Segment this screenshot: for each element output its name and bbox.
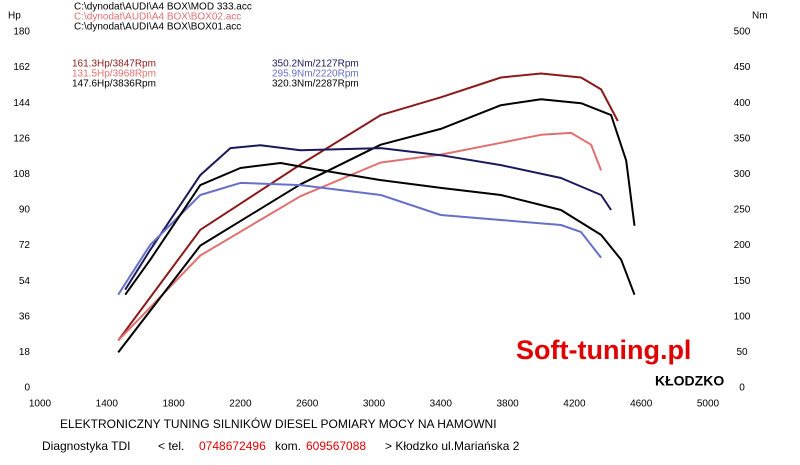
footer-text: kom. [275, 439, 301, 453]
legend-entry: 295.9Nm/2220Rpm [272, 69, 359, 80]
x-tick-label: 4600 [630, 399, 653, 410]
y-tick-label: 72 [19, 240, 31, 251]
legend-entry: 131.5Hp/3968Rpm [72, 69, 156, 80]
y-tick-label: 36 [19, 311, 31, 322]
footer-text: < tel. [158, 439, 184, 453]
y2-tick-label: 150 [734, 276, 751, 287]
data-line [117, 131, 603, 342]
y-tick-label: 162 [13, 62, 30, 73]
y2-tick-label: 400 [734, 98, 751, 109]
brand-city: KŁODZKO [655, 373, 724, 389]
y2-tick-label: 450 [734, 62, 751, 73]
y-tick-label: 0 [24, 383, 30, 394]
x-tick-label: 3400 [430, 399, 453, 410]
data-line [117, 72, 619, 342]
x-tick-label: 2200 [229, 399, 252, 410]
footer-label: Diagnostyka TDI [42, 439, 130, 453]
x-tick-label: 2600 [296, 399, 319, 410]
footer-text: > Kłodzko ul.Mariańska 2 [385, 439, 520, 453]
y-tick-label: 18 [19, 347, 31, 358]
footer-phone: 609567088 [306, 439, 366, 453]
y-tick-label: 180 [13, 27, 30, 38]
y2-tick-label: 250 [734, 205, 751, 216]
footer-line: ELEKTRONICZNY TUNING SILNIKÓW DIESEL POM… [60, 416, 497, 431]
y2-tick-label: 100 [734, 311, 751, 322]
file-path: C:\dynodat\AUDI\A4 BOX\MOD 333.acc [74, 2, 252, 13]
x-tick-label: 3000 [363, 399, 386, 410]
y-tick-label: 108 [13, 169, 30, 180]
y2-tick-label: 500 [734, 27, 751, 38]
y2-tick-label: 0 [739, 383, 745, 394]
y2-tick-label: 350 [734, 133, 751, 144]
legend-entry: 320.3Nm/2287Rpm [272, 79, 359, 90]
data-line [124, 144, 612, 291]
footer-phone: 0748672496 [199, 439, 266, 453]
y-tick-label: 90 [19, 205, 31, 216]
x-tick-label: 1400 [96, 399, 119, 410]
y-tick-label: 126 [13, 133, 30, 144]
y-tick-label: 54 [19, 276, 31, 287]
x-tick-label: 4200 [563, 399, 586, 410]
x-tick-label: 3800 [496, 399, 519, 410]
y2-axis-label: Nm [752, 11, 768, 22]
x-tick-label: 1000 [29, 399, 52, 410]
file-path: C:\dynodat\AUDI\A4 BOX\BOX02.acc [74, 12, 241, 23]
brand-name: Soft-tuning.pl [516, 335, 691, 365]
x-tick-label: 5000 [697, 399, 720, 410]
y2-tick-label: 200 [734, 240, 751, 251]
file-path: C:\dynodat\AUDI\A4 BOX\BOX01.acc [74, 22, 241, 33]
data-line [117, 98, 636, 354]
legend-entry: 147.6Hp/3836Rpm [72, 79, 156, 90]
y2-tick-label: 50 [736, 347, 748, 358]
x-tick-label: 1800 [162, 399, 185, 410]
y-tick-label: 144 [13, 98, 30, 109]
data-line [124, 162, 636, 296]
y-axis-label: Hp [8, 11, 21, 22]
legend-entry: 350.2Nm/2127Rpm [272, 59, 359, 70]
legend-entry: 161.3Hp/3847Rpm [72, 59, 156, 70]
y2-tick-label: 300 [734, 169, 751, 180]
